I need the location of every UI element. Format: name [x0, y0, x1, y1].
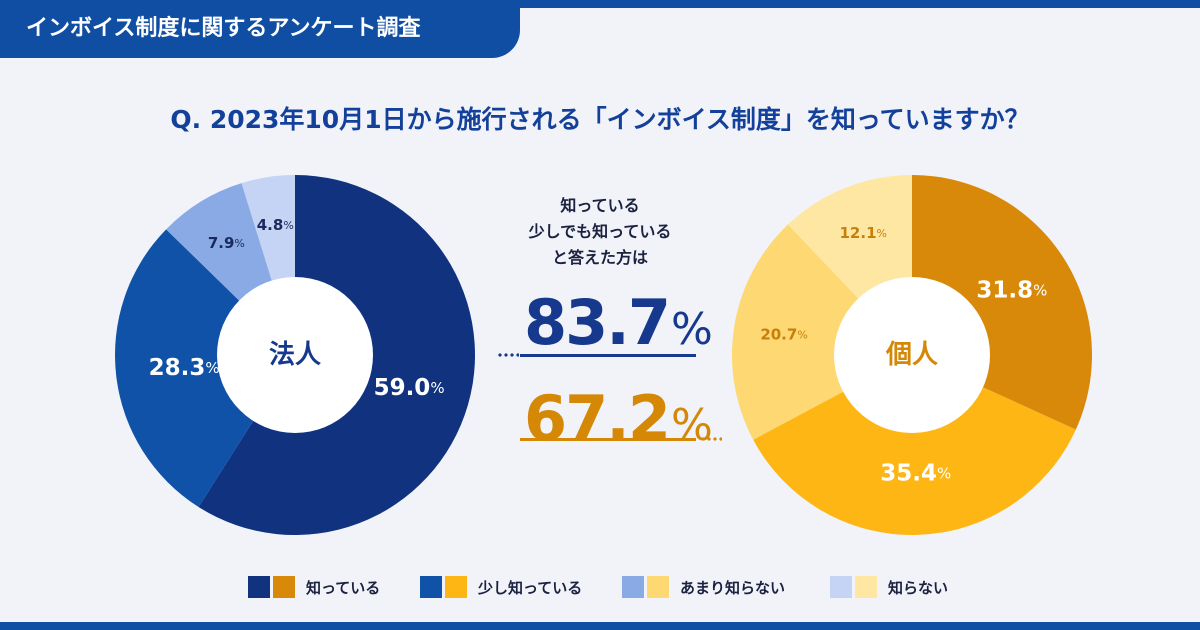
corporate-label-1: 59.0%	[374, 375, 445, 401]
legend-item-not-much: あまり知らない	[622, 576, 785, 598]
legend-label: 知らない	[888, 578, 949, 597]
corporate-underline	[520, 354, 696, 357]
legend-label: 知っている	[306, 578, 381, 597]
individual-label-4: 12.1%	[840, 224, 887, 242]
legend-swatch-individual	[855, 576, 877, 598]
corporate-label-3: 7.9%	[208, 234, 245, 252]
individual-slice-2	[753, 355, 1076, 536]
corporate-total-value: 83.7	[524, 286, 671, 359]
individual-label-1: 31.8%	[976, 278, 1047, 304]
legend-item-know: 知っている	[248, 576, 380, 598]
corporate-dots	[497, 353, 519, 357]
legend: 知っている 少し知っている あまり知らない 知らない	[0, 576, 1200, 600]
individual-total-percent: %	[670, 400, 713, 451]
legend-swatch-individual	[647, 576, 669, 598]
legend-label: 少し知っている	[478, 578, 583, 597]
legend-swatch-individual	[445, 576, 467, 598]
question-title: Q. 2023年10月1日から施行される「インボイス制度」を知っていますか？	[170, 105, 1030, 134]
corporate-slice-2	[115, 229, 295, 507]
legend-label: あまり知らない	[680, 578, 786, 597]
individual-label-3: 20.7%	[760, 325, 807, 343]
corporate-donut-hole	[217, 277, 373, 433]
legend-swatch-corporate	[622, 576, 644, 598]
summary-line-3: と答えた方は	[551, 248, 648, 267]
header-title: インボイス制度に関するアンケート調査	[0, 0, 520, 58]
top-rule	[0, 0, 1200, 8]
corporate-total-percent: %	[670, 304, 713, 355]
individual-donut-hole	[834, 277, 990, 433]
individual-underline	[520, 438, 696, 441]
legend-swatch-corporate	[420, 576, 442, 598]
individual-dots	[700, 437, 722, 441]
corporate-label-2: 28.3%	[149, 355, 220, 381]
bottom-rule	[0, 622, 1200, 630]
individual-total-value: 67.2	[524, 382, 671, 455]
legend-swatch-individual	[273, 576, 295, 598]
individual-center-label: 個人	[885, 340, 938, 370]
summary-text: 知っている 少しでも知っている と答えた方は	[490, 193, 710, 271]
summary-line-1: 知っている	[560, 196, 640, 215]
corporate-center-label: 法人	[269, 340, 321, 370]
legend-item-know-a-little: 少し知っている	[420, 576, 582, 598]
corporate-total: 83.7%	[524, 286, 713, 359]
individual-slice-3	[732, 224, 912, 440]
legend-item-not-know: 知らない	[830, 576, 948, 598]
individual-total: 67.2%	[524, 382, 713, 455]
legend-swatch-corporate	[248, 576, 270, 598]
legend-swatch-corporate	[830, 576, 852, 598]
summary-line-2: 少しでも知っている	[528, 222, 672, 241]
corporate-label-4: 4.8%	[257, 216, 294, 234]
individual-label-2: 35.4%	[880, 461, 951, 487]
